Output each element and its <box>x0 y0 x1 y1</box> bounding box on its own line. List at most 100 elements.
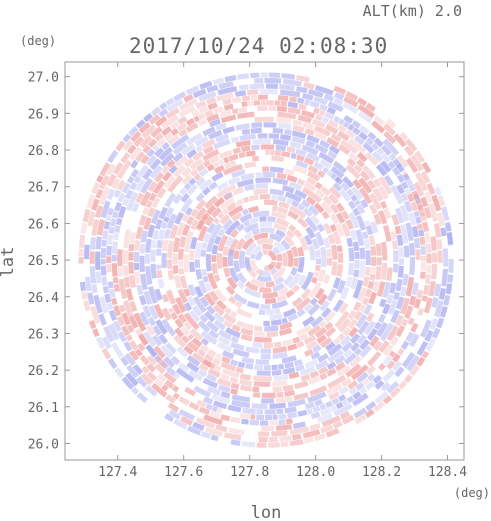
radar-echo-cell <box>318 320 327 329</box>
radar-echo-cell <box>194 135 209 147</box>
radar-echo-cell <box>158 333 169 345</box>
radar-echo-cell <box>313 107 320 115</box>
radar-echo-cell <box>147 180 158 192</box>
radar-echo-cell <box>373 115 386 127</box>
radar-echo-cell <box>172 253 178 265</box>
radar-echo-cell <box>296 178 306 186</box>
radar-echo-cell <box>346 188 355 197</box>
radar-echo-cell <box>309 370 320 379</box>
radar-echo-cell <box>117 249 123 267</box>
radar-echo-cell <box>388 350 396 358</box>
radar-echo-cell <box>271 430 288 437</box>
radar-echo-cell <box>257 133 268 139</box>
radar-echo-cell <box>358 125 370 135</box>
radar-echo-cell <box>122 198 130 207</box>
radar-echo-cell <box>180 192 190 203</box>
radar-echo-cell <box>126 175 135 184</box>
radar-echo-cell <box>238 106 247 114</box>
radar-echo-cell <box>345 276 353 288</box>
radar-echo-cell <box>141 365 150 374</box>
radar-echo-cell <box>352 241 360 251</box>
radar-echo-cell <box>203 232 211 243</box>
radar-echo-cell <box>186 183 198 196</box>
radar-echo-cell <box>174 327 185 338</box>
radar-echo-cell <box>209 290 220 302</box>
radar-echo-cell <box>313 202 325 214</box>
radar-echo-cell <box>192 88 207 99</box>
radar-echo-cell <box>116 315 126 327</box>
radar-echo-cell <box>129 181 138 191</box>
radar-echo-cell <box>277 286 290 296</box>
radar-echo-cell <box>297 114 312 124</box>
radar-echo-cell <box>178 248 184 260</box>
radar-echo-cell <box>197 348 206 358</box>
radar-echo-cell <box>335 212 346 224</box>
radar-echo-cell <box>343 96 359 108</box>
radar-echo-cell <box>108 226 115 234</box>
radar-echo-cell <box>299 332 309 341</box>
radar-echo-cell <box>225 219 241 236</box>
radar-echo-cell <box>128 262 135 274</box>
radar-echo-cell <box>175 155 189 168</box>
radar-echo-cell <box>106 256 112 263</box>
radar-echo-cell <box>221 368 240 379</box>
radar-echo-cell <box>338 302 349 314</box>
y-axis-label: lat <box>0 247 18 278</box>
radar-echo-cell <box>102 286 110 294</box>
radar-echo-cell <box>205 403 214 411</box>
radar-echo-cell <box>343 348 353 359</box>
radar-echo-cell <box>263 320 270 327</box>
radar-echo-cell <box>178 128 188 138</box>
radar-echo-cell <box>106 263 112 273</box>
radar-echo-cell <box>273 222 288 233</box>
radar-echo-cell <box>129 231 137 244</box>
radar-echo-cell <box>366 328 378 341</box>
radar-echo-cell <box>416 289 424 299</box>
radar-echo-cell <box>276 172 287 180</box>
radar-echo-cell <box>241 418 249 425</box>
radar-echo-cell <box>95 251 101 271</box>
radar-echo-cell <box>113 189 122 199</box>
radar-echo-cell <box>347 262 355 276</box>
radar-echo-cell <box>312 344 322 353</box>
radar-echo-cell <box>302 207 313 218</box>
radar-echo-cell <box>296 340 305 348</box>
radar-echo-cell <box>303 234 313 246</box>
radar-echo-cell <box>341 210 350 221</box>
radar-echo-cell <box>217 158 225 166</box>
radar-echo-cell <box>326 170 337 180</box>
radar-echo-cell <box>351 120 361 129</box>
radar-echo-cell <box>89 266 97 284</box>
radar-echo-cell <box>272 127 284 134</box>
radar-echo-cell <box>338 394 347 402</box>
radar-echo-cell <box>358 131 369 141</box>
radar-echo-cell <box>215 133 230 143</box>
radar-echo-cell <box>196 399 207 408</box>
radar-echo-cell <box>296 86 308 94</box>
radar-echo-cell <box>212 357 221 366</box>
radar-echo-cell <box>229 310 238 319</box>
radar-echo-cell <box>402 273 409 286</box>
radar-echo-cell <box>227 249 235 267</box>
radar-echo-cell <box>181 224 191 236</box>
radar-echo-cell <box>313 125 331 137</box>
radar-echo-cell <box>357 104 376 119</box>
radar-echo-cell <box>281 151 291 158</box>
radar-echo-cell <box>140 177 153 194</box>
radar-echo-cell <box>328 186 342 200</box>
radar-echo-cell <box>206 204 217 215</box>
radar-echo-cell <box>120 356 130 367</box>
radar-echo-cell <box>228 296 237 305</box>
radar-echo-cell <box>371 120 386 134</box>
radar-echo-cell <box>374 321 382 331</box>
radar-echo-cell <box>274 308 281 315</box>
radar-echo-cell <box>446 232 454 245</box>
radar-echo-cell <box>195 100 207 110</box>
radar-echo-cell <box>389 386 402 399</box>
radar-echo-cell <box>217 228 226 237</box>
radar-echo-cell <box>150 249 156 262</box>
radar-echo-cell <box>367 179 377 190</box>
radar-echo-cell <box>118 278 128 300</box>
radar-echo-cell <box>416 223 424 230</box>
radar-echo-cell <box>340 182 350 192</box>
